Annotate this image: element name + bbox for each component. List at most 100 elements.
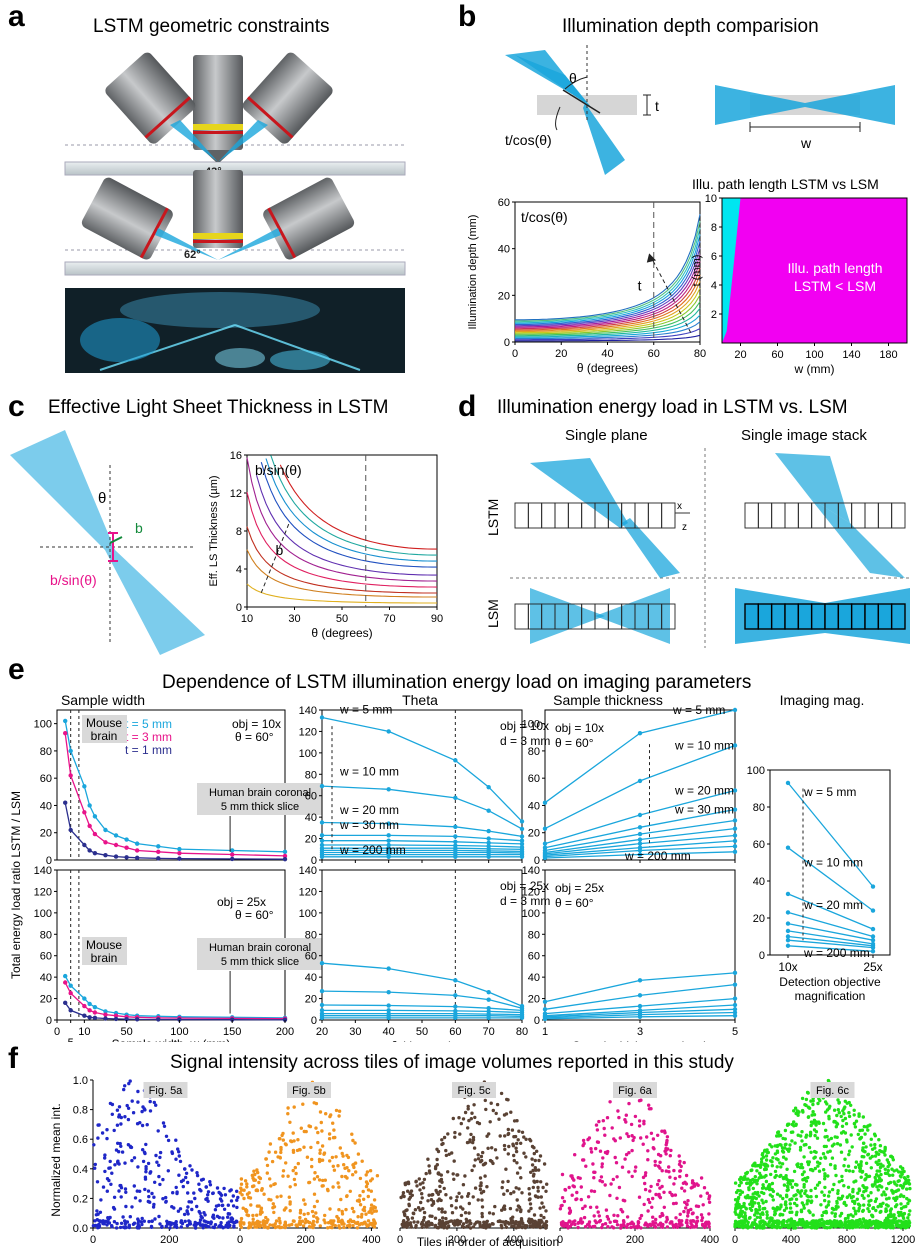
f-data-point — [886, 1204, 890, 1208]
f-data-point — [802, 1185, 806, 1189]
f-data-point — [755, 1169, 759, 1173]
f-data-point — [834, 1204, 838, 1209]
f-data-point — [658, 1160, 662, 1164]
f-data-point — [867, 1224, 871, 1228]
y-tick-label: 20 — [40, 994, 52, 1006]
f-data-point — [734, 1207, 738, 1211]
f-data-point — [788, 1143, 792, 1147]
x-tick-label: 200 — [626, 1234, 644, 1246]
f-data-point — [865, 1174, 870, 1179]
depth-curve — [515, 261, 701, 329]
f-data-point — [312, 1177, 317, 1181]
f-data-point — [161, 1197, 165, 1201]
f-data-point — [815, 1183, 820, 1187]
f-data-point — [268, 1223, 272, 1227]
f-data-point — [144, 1170, 148, 1174]
y-tick-label: 80 — [528, 746, 540, 758]
y-tick-label: 40 — [753, 876, 765, 888]
x-axis-label: θ (degrees) — [577, 361, 638, 375]
f-data-point — [617, 1115, 621, 1120]
f-data-point — [703, 1221, 708, 1225]
x-tick-label: 40 — [383, 1026, 395, 1038]
f-data-point — [435, 1157, 439, 1162]
data-point — [87, 1015, 92, 1020]
f-data-point — [615, 1196, 619, 1200]
thickness-curve — [246, 457, 438, 582]
f-data-point — [646, 1197, 651, 1202]
f-data-point — [470, 1168, 474, 1173]
f-data-point — [364, 1180, 369, 1184]
f-data-point — [682, 1160, 686, 1165]
f-data-point — [856, 1202, 861, 1206]
f-data-point — [535, 1179, 539, 1184]
image-tile-column — [634, 502, 649, 529]
f-data-point — [190, 1168, 194, 1172]
f-data-point — [743, 1175, 747, 1179]
f-data-point — [656, 1133, 660, 1137]
f-data-point — [832, 1222, 836, 1226]
thickness-curve — [255, 474, 437, 576]
data-point — [282, 853, 288, 859]
f-data-point — [265, 1163, 270, 1168]
f-data-point — [355, 1199, 360, 1203]
f-data-point — [142, 1150, 147, 1154]
f-data-point — [773, 1169, 778, 1174]
f-data-point — [130, 1158, 134, 1163]
f-data-point — [840, 1221, 844, 1225]
f-data-point — [422, 1177, 427, 1182]
f-data-point — [624, 1120, 628, 1124]
f-data-point — [652, 1147, 656, 1151]
f-data-point — [733, 1223, 737, 1227]
depth-curve — [515, 234, 701, 324]
f-data-point — [488, 1120, 492, 1124]
x-tick-label: 70 — [483, 1026, 495, 1038]
f-data-point — [901, 1212, 905, 1217]
f-data-point — [760, 1153, 764, 1157]
f-data-point — [612, 1137, 616, 1141]
f-data-point — [599, 1175, 604, 1179]
f-data-point — [353, 1141, 357, 1145]
f-data-point — [592, 1214, 596, 1218]
depth-curve — [515, 227, 701, 323]
f-data-point — [325, 1187, 330, 1192]
f-data-point — [775, 1165, 779, 1169]
f-data-point — [603, 1133, 607, 1137]
f-data-point — [751, 1186, 755, 1191]
f-data-point — [862, 1155, 866, 1159]
x-tick-label: 5 — [68, 1037, 74, 1042]
data-point — [453, 824, 458, 829]
f-data-point — [450, 1211, 455, 1215]
f-data-point — [502, 1113, 507, 1117]
f-data-point — [524, 1137, 528, 1141]
f-data-point — [581, 1138, 586, 1143]
x-tick-label: 1 — [542, 1026, 548, 1038]
f-data-point — [858, 1169, 862, 1173]
c-theta-label: θ — [98, 490, 106, 507]
image-tile-column — [851, 502, 866, 529]
f-data-point — [781, 1196, 785, 1201]
f-data-point — [866, 1207, 870, 1211]
f-data-point — [906, 1174, 910, 1179]
f-data-point — [337, 1114, 341, 1118]
data-point — [637, 825, 643, 830]
f-data-point — [884, 1197, 889, 1201]
f-data-point — [321, 1178, 325, 1183]
data-point — [134, 841, 140, 846]
f-data-point — [495, 1156, 499, 1160]
f-data-point — [781, 1155, 786, 1159]
f-data-point — [837, 1111, 841, 1115]
f-data-point — [594, 1123, 599, 1127]
f-data-point — [512, 1153, 516, 1158]
f-data-point — [809, 1123, 813, 1128]
f-data-point — [765, 1213, 769, 1217]
f-data-point — [232, 1225, 236, 1229]
f-data-point — [346, 1219, 351, 1224]
f-data-point — [143, 1175, 148, 1179]
f-data-point — [824, 1128, 828, 1132]
f-data-point — [142, 1219, 146, 1223]
f-data-point — [506, 1179, 510, 1184]
f-data-point — [895, 1203, 899, 1207]
f-data-point — [823, 1198, 827, 1203]
f-data-point — [558, 1207, 563, 1211]
f-data-point — [842, 1112, 846, 1116]
